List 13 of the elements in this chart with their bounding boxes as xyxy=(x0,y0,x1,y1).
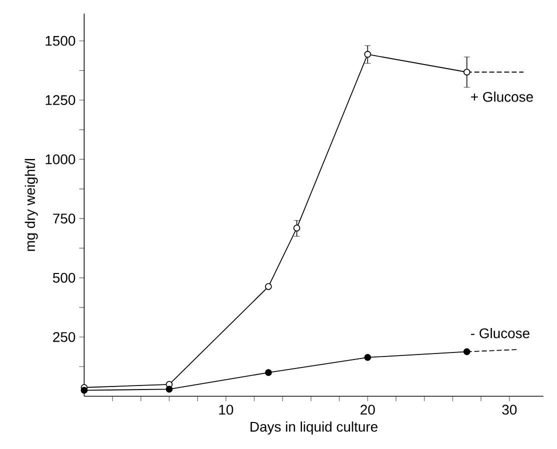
y-tick-label: 1500 xyxy=(46,36,76,46)
x-tick-label: 30 xyxy=(502,404,517,415)
series-label: + Glucose xyxy=(471,91,533,102)
y-tick-label: 1000 xyxy=(46,154,76,164)
x-tick-label: 20 xyxy=(360,404,375,415)
x-tick-label: 10 xyxy=(219,404,234,415)
y-tick-label: 250 xyxy=(53,332,76,342)
y-tick-label: 1250 xyxy=(46,95,76,105)
y-axis-title: mg dry weight/l xyxy=(24,158,38,251)
series-label: - Glucose xyxy=(471,328,530,338)
y-tick-label: 750 xyxy=(53,213,76,224)
y-tick-label: 500 xyxy=(52,272,76,283)
x-axis-title: Days in liquid culture xyxy=(250,421,378,434)
